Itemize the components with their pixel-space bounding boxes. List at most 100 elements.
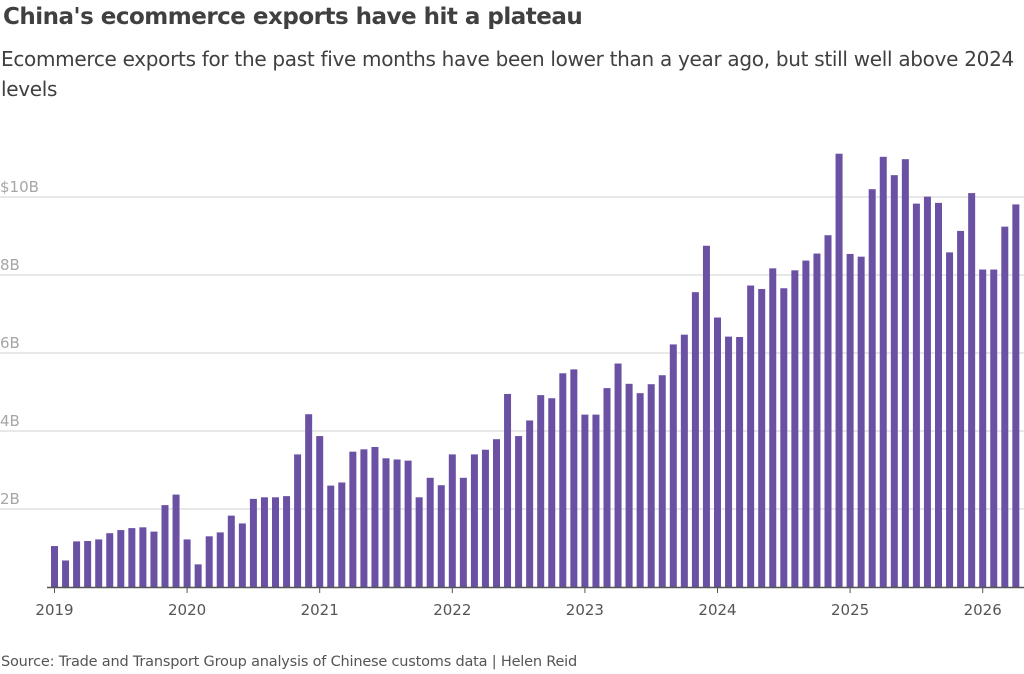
bar (636, 393, 644, 587)
bar (923, 196, 931, 588)
bar (669, 344, 677, 587)
bar (481, 449, 489, 587)
bar (294, 454, 302, 587)
bar (338, 482, 346, 587)
bar (691, 292, 699, 587)
y-tick-label: 4B (0, 412, 20, 430)
bar (592, 414, 600, 587)
bar (526, 420, 534, 587)
bar (371, 446, 379, 587)
bar (117, 530, 125, 587)
bar (791, 270, 799, 587)
source-note: Source: Trade and Transport Group analys… (1, 654, 578, 670)
y-axis-labels: 2B 4B 6B 8B $10B (0, 178, 39, 508)
bar (725, 336, 733, 587)
y-tick-label: 2B (0, 490, 20, 508)
bar (249, 498, 257, 587)
bar (548, 398, 556, 587)
bar (260, 497, 268, 587)
bar (183, 539, 191, 587)
bar (559, 373, 567, 587)
bar (106, 533, 114, 587)
bar (73, 541, 81, 587)
x-tick-label: 2023 (566, 601, 604, 619)
bar (990, 269, 998, 587)
bar (702, 245, 710, 587)
bar (957, 230, 965, 587)
bar (459, 477, 467, 587)
x-tick-label: 2025 (831, 601, 869, 619)
x-tick-label: 2026 (964, 601, 1002, 619)
x-tick-label: 2022 (433, 601, 471, 619)
bar (758, 289, 766, 587)
bar (382, 458, 390, 587)
bar (172, 494, 180, 587)
bar (327, 485, 335, 587)
bar (835, 153, 843, 587)
bar (283, 496, 291, 587)
bar (680, 334, 688, 587)
bar (238, 523, 246, 587)
bar (647, 384, 655, 587)
bar (161, 505, 169, 587)
bar (581, 414, 589, 587)
bar (769, 268, 777, 587)
bar (979, 269, 987, 587)
bar (51, 546, 58, 587)
bar (227, 515, 235, 587)
bar (128, 528, 136, 587)
bar (901, 159, 909, 588)
bar (846, 253, 854, 587)
bar (316, 436, 324, 587)
bar (813, 253, 821, 588)
bar (780, 288, 788, 587)
bar (150, 531, 158, 587)
x-tick-label: 2021 (301, 601, 339, 619)
bar (305, 414, 313, 587)
bar (570, 369, 578, 587)
bar (393, 459, 401, 587)
bar (95, 539, 103, 587)
bar (968, 193, 976, 587)
bar (868, 189, 876, 587)
bar (1001, 226, 1009, 587)
bar (216, 532, 224, 587)
bar (504, 393, 512, 587)
bar (84, 540, 92, 587)
bar (658, 375, 666, 587)
x-tick-label: 2020 (168, 601, 206, 619)
bar (537, 395, 545, 587)
bar (437, 485, 445, 587)
bar (139, 527, 147, 587)
x-tick-label: 2019 (35, 601, 73, 619)
bar (493, 439, 500, 587)
bar (272, 497, 279, 587)
chart-title: China's ecommerce exports have hit a pla… (3, 4, 583, 30)
y-tick-label: $10B (0, 178, 39, 196)
y-tick-label: 6B (0, 334, 20, 352)
bar (349, 451, 357, 587)
bar (470, 454, 478, 587)
bar (415, 497, 423, 587)
bar (912, 203, 920, 587)
bar (360, 449, 368, 587)
bar (603, 388, 611, 587)
bar (448, 454, 456, 587)
bar (1012, 204, 1020, 587)
bar (714, 317, 721, 587)
x-tick-label: 2024 (698, 601, 736, 619)
bar (625, 383, 633, 587)
bar (515, 436, 523, 587)
bar (62, 560, 70, 587)
bar (747, 285, 755, 587)
bar (824, 235, 832, 587)
bar (935, 202, 942, 587)
bar (205, 536, 213, 587)
bar (802, 260, 810, 587)
bar (736, 337, 744, 587)
bars (51, 153, 1020, 588)
bar (194, 564, 202, 587)
bar (857, 256, 865, 587)
bar (404, 460, 412, 587)
